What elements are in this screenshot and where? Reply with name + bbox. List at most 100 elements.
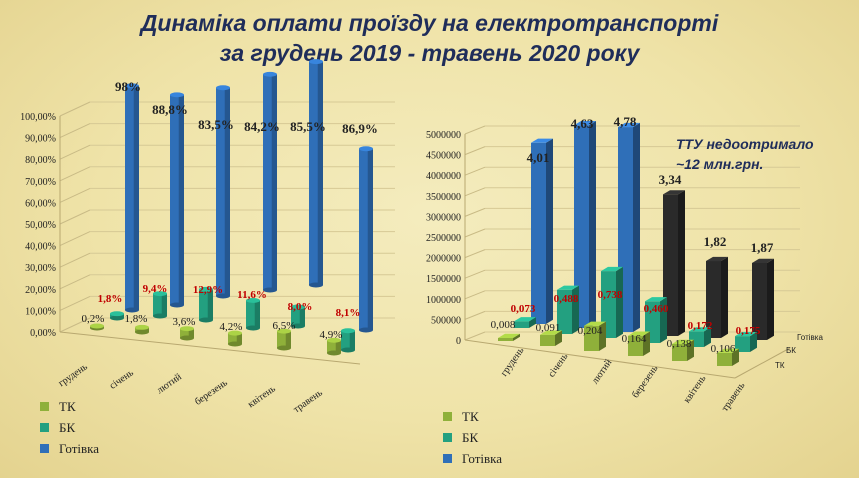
title-line-2: за грудень 2019 - травень 2020 року bbox=[219, 40, 640, 66]
right-y-tick-label: 0 bbox=[456, 336, 461, 347]
right-grid-side bbox=[464, 125, 486, 135]
left-grid-side bbox=[59, 209, 91, 225]
legend-label: БК bbox=[59, 419, 76, 435]
left-y-tick-label: 80,00% bbox=[25, 155, 56, 166]
right-y-tick-label: 500000 bbox=[431, 315, 461, 326]
left-bar-bk-top bbox=[110, 311, 124, 317]
right-bar-hot-top bbox=[706, 256, 728, 262]
legend-label: ТК bbox=[59, 398, 76, 414]
right-bar-hot-side bbox=[721, 256, 728, 338]
left-bar-bk-top bbox=[153, 291, 167, 297]
right-bar-hot-side bbox=[767, 258, 774, 340]
left-label-tk: 4,2% bbox=[220, 321, 243, 333]
right-label-tk: 0,106 bbox=[711, 343, 736, 355]
legend-item: ТК bbox=[443, 406, 502, 427]
left-bar-tk-top bbox=[180, 326, 194, 332]
left-label-hot: 86,9% bbox=[342, 121, 378, 136]
right-grid-side bbox=[464, 166, 486, 176]
left-bar-bk-shade bbox=[161, 293, 167, 316]
left-bar-tk-shade bbox=[335, 340, 341, 353]
left-label-bk: 9,4% bbox=[143, 283, 168, 295]
left-bar-bk-base bbox=[341, 347, 355, 353]
left-bar-tk-top bbox=[90, 323, 104, 329]
right-bar-bk-side bbox=[529, 317, 536, 328]
right-floor-front bbox=[464, 339, 736, 379]
left-chart bbox=[59, 59, 395, 365]
right-bar-tk bbox=[498, 338, 513, 341]
right-category-label: квітень bbox=[682, 373, 709, 405]
legend-item: Готівка bbox=[40, 438, 99, 459]
left-grid-side bbox=[59, 274, 91, 290]
right-bar-tk bbox=[672, 343, 687, 361]
right-bar-tk-side bbox=[643, 331, 650, 356]
right-bar-hot-side bbox=[589, 121, 596, 328]
left-y-tick-label: 10,00% bbox=[25, 306, 56, 317]
right-label-hot: 1,87 bbox=[751, 240, 774, 255]
right-y-tick-label: 2000000 bbox=[426, 254, 461, 265]
left-bar-hot-top bbox=[216, 85, 230, 91]
right-y-tick-label: 4000000 bbox=[426, 171, 461, 182]
right-depth-label: ТК bbox=[775, 361, 785, 370]
right-grid-side bbox=[464, 146, 486, 156]
left-bar-hot-base bbox=[309, 282, 323, 288]
left-label-bk: 8,1% bbox=[336, 307, 361, 319]
legend-swatch bbox=[443, 433, 452, 442]
right-grid-side bbox=[464, 310, 486, 320]
right-bar-hot-top bbox=[574, 121, 596, 126]
left-grid-side bbox=[59, 187, 91, 203]
left-bar-hot-shade bbox=[133, 85, 139, 310]
left-grid-side bbox=[59, 252, 91, 268]
left-bar-tk bbox=[228, 333, 242, 344]
right-label-hot: 4,01 bbox=[527, 150, 550, 165]
note-line-1: ТТУ недоотримало bbox=[676, 136, 814, 152]
right-bar-bk bbox=[514, 321, 529, 328]
left-y-tick-label: 100,00% bbox=[20, 112, 56, 123]
title-line-1: Динаміка оплати проїзду на електротрансп… bbox=[140, 10, 719, 36]
right-bar-bk-side bbox=[660, 297, 667, 343]
left-category-label: січень bbox=[108, 367, 136, 392]
right-bar-hot-top bbox=[531, 138, 553, 143]
right-label-hot: 3,34 bbox=[659, 172, 682, 187]
left-bar-hot-top bbox=[309, 59, 323, 65]
right-bar-hot bbox=[706, 261, 721, 338]
right-y-tick-label: 3500000 bbox=[426, 192, 461, 203]
right-bar-bk-side bbox=[616, 266, 623, 338]
right-grid-side bbox=[464, 269, 486, 279]
left-bar-tk-base bbox=[327, 350, 341, 356]
left-label-tk: 1,8% bbox=[125, 313, 148, 325]
right-bar-bk bbox=[735, 336, 750, 352]
right-label-bk: 0,460 bbox=[644, 303, 669, 315]
left-bar-tk bbox=[180, 328, 194, 338]
shortfall-note: ТТУ недоотримало ~12 млн.грн. bbox=[676, 134, 856, 174]
right-bar-tk-top bbox=[540, 330, 562, 335]
left-bar-bk-base bbox=[110, 315, 124, 321]
right-label-bk: 0,172 bbox=[688, 320, 713, 332]
left-label-hot: 98% bbox=[115, 79, 141, 94]
left-bar-hot-base bbox=[125, 307, 139, 313]
right-label-hot: 4,63 bbox=[571, 116, 594, 131]
left-bar-tk-top bbox=[327, 337, 341, 343]
right-bar-tk-top bbox=[584, 321, 606, 326]
left-bar-hot-shade bbox=[367, 148, 373, 330]
left-grid-side bbox=[59, 317, 91, 333]
left-label-tk: 0,2% bbox=[82, 313, 105, 325]
legend-swatch bbox=[40, 402, 49, 411]
legend-label: Готівка bbox=[59, 440, 100, 456]
left-bar-tk-base bbox=[228, 341, 242, 347]
right-depth-label: Готівка bbox=[797, 333, 823, 342]
right-bar-tk-side bbox=[732, 348, 739, 366]
right-bar-tk-top bbox=[672, 339, 694, 344]
left-grid-side bbox=[59, 144, 91, 160]
right-label-tk: 0,008 bbox=[491, 319, 516, 331]
legend-item: ТК bbox=[40, 396, 99, 417]
left-bar-bk-base bbox=[291, 323, 305, 329]
right-bar-hot-side bbox=[678, 190, 685, 336]
left-bar-tk-top bbox=[228, 330, 242, 336]
legend-swatch bbox=[40, 444, 49, 453]
right-label-tk: 0,204 bbox=[578, 325, 603, 337]
right-category-label: січень bbox=[546, 351, 571, 379]
right-bar-tk bbox=[584, 325, 599, 351]
right-label-tk: 0,091 bbox=[536, 322, 561, 334]
left-bar-bk-top bbox=[246, 297, 260, 303]
right-bar-tk bbox=[540, 334, 555, 346]
